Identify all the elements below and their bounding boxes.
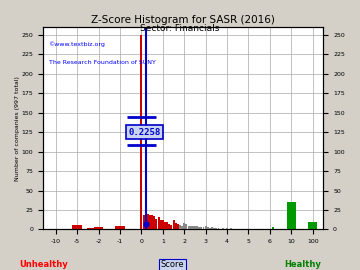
Bar <box>185 224 187 230</box>
Bar <box>243 229 245 230</box>
Bar <box>181 226 183 230</box>
Bar <box>217 228 220 230</box>
Bar <box>246 229 247 230</box>
Bar <box>222 228 224 230</box>
Bar <box>211 227 213 230</box>
Bar <box>233 229 234 230</box>
Bar <box>166 222 168 230</box>
Bar <box>201 227 202 230</box>
Bar <box>220 229 222 230</box>
Bar <box>241 229 243 230</box>
Bar <box>147 214 149 230</box>
Bar <box>72 225 82 230</box>
Bar <box>230 228 232 230</box>
Bar <box>143 215 145 230</box>
Bar <box>309 222 317 230</box>
Bar <box>209 228 211 230</box>
Bar <box>94 227 103 230</box>
Bar <box>80 229 89 230</box>
Bar <box>151 215 153 230</box>
Bar <box>190 226 192 230</box>
Bar <box>270 229 272 230</box>
Bar <box>248 229 249 230</box>
Text: Score: Score <box>161 260 185 269</box>
Text: Sector: Financials: Sector: Financials <box>140 24 220 33</box>
Bar <box>158 217 159 230</box>
Bar <box>156 219 157 230</box>
Bar <box>160 220 162 230</box>
Bar <box>239 229 241 230</box>
Bar <box>172 220 175 230</box>
Bar <box>162 220 164 230</box>
Bar <box>265 229 266 230</box>
Bar <box>228 229 230 230</box>
Bar <box>226 228 228 230</box>
Bar <box>164 222 166 230</box>
Y-axis label: Number of companies (997 total): Number of companies (997 total) <box>15 76 20 181</box>
Bar <box>224 229 226 230</box>
Bar <box>145 212 147 230</box>
Bar <box>271 227 274 230</box>
Bar <box>175 223 177 230</box>
Bar <box>192 226 194 230</box>
Bar <box>183 223 185 230</box>
Bar <box>207 227 209 230</box>
Bar <box>196 226 198 230</box>
Text: Unhealthy: Unhealthy <box>19 260 68 269</box>
Bar <box>213 228 215 230</box>
Text: The Research Foundation of SUNY: The Research Foundation of SUNY <box>49 60 156 65</box>
Bar <box>287 202 296 230</box>
Bar <box>51 229 60 230</box>
Bar <box>215 228 217 230</box>
Bar <box>194 226 196 230</box>
Bar <box>198 227 200 230</box>
Bar <box>140 35 143 230</box>
Text: Healthy: Healthy <box>284 260 321 269</box>
Bar <box>188 226 189 230</box>
Bar <box>87 228 96 230</box>
Bar <box>205 226 207 230</box>
Bar <box>179 225 181 230</box>
Bar <box>288 218 294 230</box>
Bar <box>177 224 179 230</box>
Title: Z-Score Histogram for SASR (2016): Z-Score Histogram for SASR (2016) <box>91 15 275 25</box>
Bar <box>153 216 155 230</box>
Bar <box>235 229 237 230</box>
Text: 0.2258: 0.2258 <box>128 128 160 137</box>
Bar <box>170 225 172 230</box>
Bar <box>149 215 151 230</box>
Bar <box>252 229 254 230</box>
Bar <box>168 224 170 230</box>
Bar <box>237 229 239 230</box>
Bar <box>203 227 204 230</box>
Bar <box>258 229 260 230</box>
Bar <box>115 226 125 230</box>
Text: ©www.textbiz.org: ©www.textbiz.org <box>49 41 105 47</box>
Bar <box>269 229 271 230</box>
